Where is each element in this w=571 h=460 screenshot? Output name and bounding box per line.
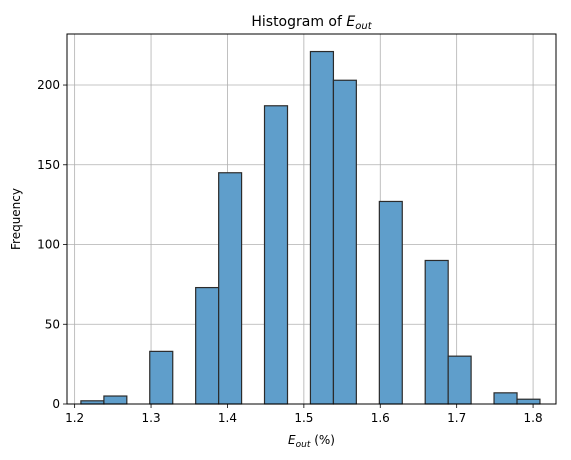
x-tick-label: 1.3 [142,411,161,425]
y-tick-label: 200 [37,78,60,92]
histogram-bar [424,259,449,405]
x-tick-label: 1.7 [447,411,466,425]
y-axis-ticks: 0 50 100 150 200 [37,78,67,411]
x-tick-label: 1.4 [218,411,237,425]
x-tick-label: 1.2 [65,411,84,425]
chart-title-symbol: E [346,14,355,30]
histogram-bars [80,50,541,405]
histogram-bar [378,200,403,405]
plot-frame [66,33,557,405]
histogram-bar [309,50,335,405]
histogram-bar [447,355,472,405]
y-tick-label: 150 [37,158,60,172]
chart-title-subscript: out [355,21,372,32]
y-axis-label: Frequency [9,188,23,250]
histogram-bar [149,350,174,405]
histogram-bar [332,79,357,405]
y-tick-label: 50 [45,317,60,331]
x-tick-label: 1.6 [371,411,390,425]
x-axis-label-subscript: out [296,440,311,450]
histogram-bar [195,286,220,405]
y-tick-label: 100 [37,238,60,252]
x-tick-label: 1.5 [294,411,313,425]
x-axis-label-suffix: (%) [310,433,335,447]
histogram-bar [218,172,243,405]
histogram-bar [493,392,518,405]
histogram-bar [103,395,128,405]
x-axis-label-symbol: E [288,433,296,447]
chart-title-text: Histogram of [251,14,346,30]
x-axis-ticks: 1.2 1.3 1.4 1.5 1.6 1.7 1.8 [65,404,543,425]
chart-title: Histogram of Eout [251,14,372,32]
x-tick-label: 1.8 [524,411,543,425]
y-tick-label: 0 [52,397,60,411]
histogram-bar [516,398,541,405]
x-axis-label: Eout (%) [288,433,335,450]
histogram-bar [263,105,289,405]
